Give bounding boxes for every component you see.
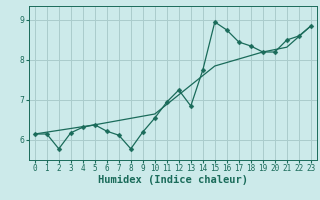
X-axis label: Humidex (Indice chaleur): Humidex (Indice chaleur) xyxy=(98,175,248,185)
